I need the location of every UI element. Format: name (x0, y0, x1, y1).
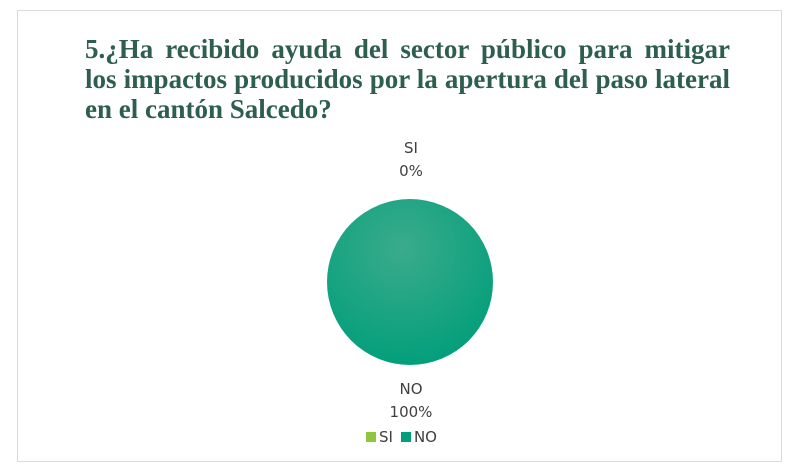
legend: SI NO (366, 428, 445, 446)
pie-slice-no (327, 199, 493, 365)
legend-label-no: NO (413, 428, 437, 446)
data-label-si-percent: 0% (399, 162, 423, 180)
legend-swatch-no (400, 432, 411, 442)
data-label-si-category: SI (404, 139, 418, 157)
data-label-si: SI 0% (371, 139, 451, 180)
legend-item-si: SI (366, 428, 393, 446)
legend-label-si: SI (379, 428, 393, 446)
data-label-no: NO 100% (371, 380, 451, 421)
legend-item-no: NO (400, 428, 437, 446)
data-label-no-percent: 100% (389, 403, 433, 421)
chart-title: 5.¿Ha recibido ayuda del sector público … (85, 34, 730, 124)
data-label-no-category: NO (399, 380, 423, 398)
legend-swatch-si (366, 432, 376, 442)
